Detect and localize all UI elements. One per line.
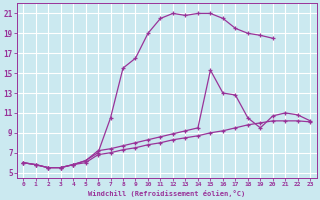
X-axis label: Windchill (Refroidissement éolien,°C): Windchill (Refroidissement éolien,°C) bbox=[88, 190, 245, 197]
